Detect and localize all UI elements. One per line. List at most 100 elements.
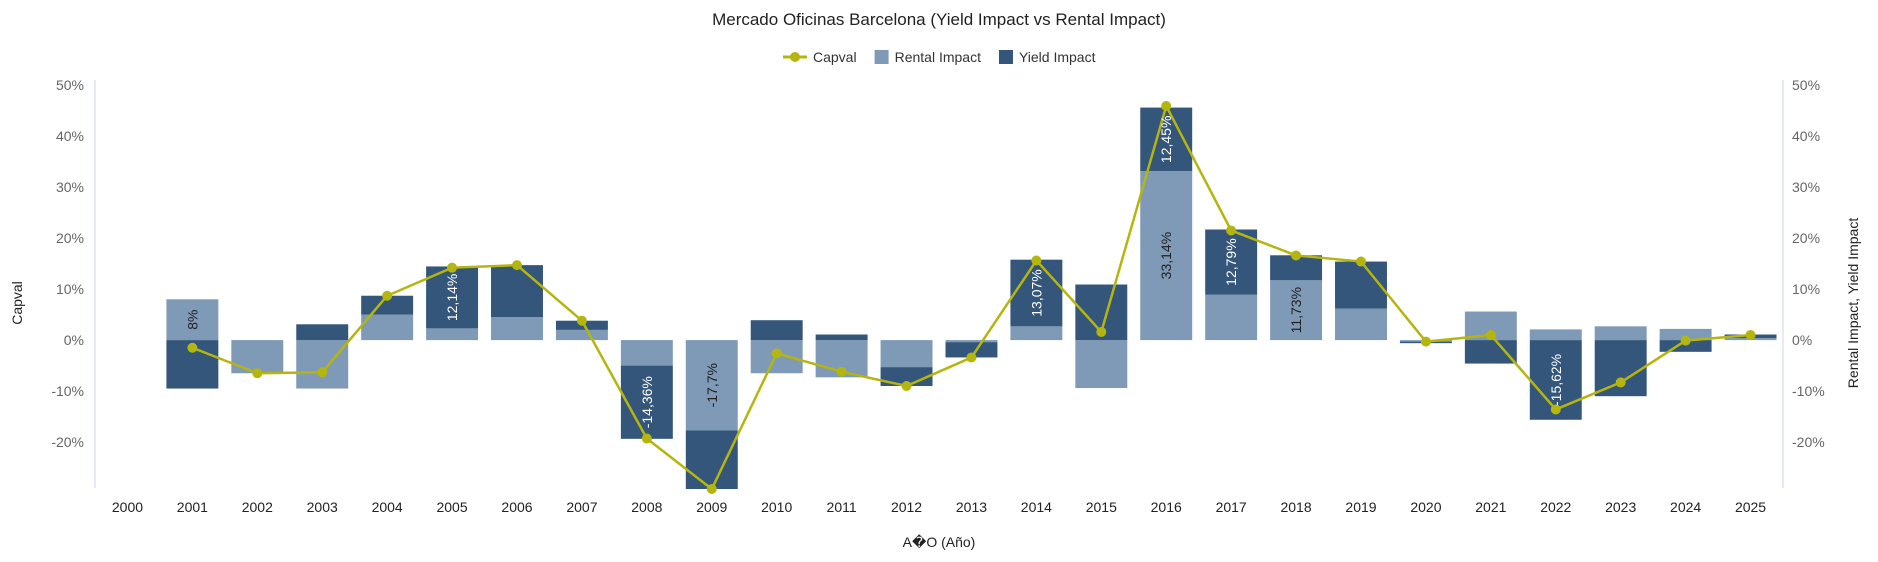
- bar-yield-impact[interactable]: [685, 430, 738, 490]
- bar-rental-impact[interactable]: [491, 317, 543, 341]
- bar-yield-impact[interactable]: [296, 324, 349, 341]
- legend: Capval Rental Impact Yield Impact: [783, 49, 1096, 65]
- bar-yield-impact[interactable]: [945, 342, 998, 358]
- data-label: 11,73%: [1288, 287, 1304, 333]
- capval-point[interactable]: [252, 368, 263, 379]
- bar-rental-impact[interactable]: [1140, 171, 1193, 341]
- capval-point[interactable]: [1745, 330, 1756, 340]
- x-tick-label: 2012: [891, 499, 922, 515]
- y-tick-right: -20%: [1792, 434, 1825, 450]
- bar-rental-impact[interactable]: [620, 340, 673, 366]
- capval-point[interactable]: [836, 366, 847, 377]
- capval-point[interactable]: [1096, 326, 1107, 337]
- data-label: -17,7%: [704, 363, 720, 407]
- y-tick-right: 0%: [1792, 332, 1812, 348]
- bar-yield-impact[interactable]: [1464, 340, 1517, 364]
- capval-point[interactable]: [1356, 256, 1366, 267]
- bar-yield-impact[interactable]: [815, 334, 868, 341]
- bar-yield-impact[interactable]: [750, 320, 803, 341]
- y-tick-right: 10%: [1792, 281, 1820, 297]
- x-tick-label: 2010: [761, 499, 792, 515]
- x-tick-label: 2014: [1021, 499, 1052, 515]
- x-tick-label: 2024: [1670, 499, 1701, 515]
- x-tick-label: 2007: [566, 499, 597, 515]
- capval-point[interactable]: [771, 348, 782, 359]
- capval-point[interactable]: [1550, 404, 1561, 415]
- bar-yield-impact[interactable]: [1659, 340, 1712, 352]
- capval-point[interactable]: [1226, 225, 1237, 236]
- capval-point[interactable]: [447, 262, 458, 273]
- legend-swatch: [874, 50, 889, 64]
- x-tick-label: 2009: [696, 499, 727, 515]
- legend-item-label[interactable]: Capval: [813, 49, 857, 65]
- x-tick-label: 2008: [631, 499, 662, 515]
- bar-rental-impact[interactable]: [1205, 294, 1258, 341]
- capval-point[interactable]: [382, 290, 393, 301]
- bar-rental-impact[interactable]: [555, 329, 608, 341]
- x-tick-label: 2015: [1086, 499, 1117, 515]
- capval-point[interactable]: [1031, 255, 1042, 266]
- bar-rental-impact[interactable]: [361, 314, 414, 341]
- data-labels-layer: 8% 12,14% -14,36% -17,7% 13,07% 33,14% 12,45% 1…: [184, 116, 1563, 429]
- data-label: 13,07%: [1028, 269, 1044, 316]
- bar-rental-impact[interactable]: [1075, 340, 1128, 389]
- capval-point[interactable]: [901, 381, 912, 391]
- bar-rental-impact[interactable]: [296, 340, 349, 389]
- capval-point[interactable]: [706, 484, 717, 495]
- bar-yield-impact[interactable]: [1335, 261, 1387, 309]
- chart-title: Mercado Oficinas Barcelona (Yield Impact…: [712, 10, 1166, 29]
- y-tick-left: 50%: [56, 77, 84, 93]
- bar-rental-impact[interactable]: [1270, 280, 1323, 341]
- capval-point[interactable]: [512, 260, 522, 271]
- capval-point[interactable]: [576, 315, 587, 326]
- bar-rental-impact[interactable]: [426, 328, 479, 341]
- bar-rental-impact[interactable]: [166, 299, 219, 341]
- bar-yield-impact[interactable]: [1594, 340, 1647, 397]
- bar-rental-impact[interactable]: [945, 340, 998, 343]
- bar-rental-impact[interactable]: [685, 340, 738, 431]
- x-tick-label: 2003: [307, 499, 338, 515]
- capval-point[interactable]: [641, 433, 652, 444]
- capval-point[interactable]: [1291, 250, 1302, 261]
- capval-line-layer: [187, 101, 1756, 495]
- x-axis-title: A�O (Año): [903, 534, 976, 550]
- x-tick-label: 2001: [177, 499, 208, 515]
- bars-layer: [166, 107, 1777, 490]
- bar-yield-impact[interactable]: [620, 365, 673, 439]
- capval-point[interactable]: [1485, 330, 1496, 340]
- capval-point[interactable]: [1615, 377, 1626, 388]
- capval-point[interactable]: [1161, 101, 1172, 112]
- bar-yield-impact[interactable]: [1205, 229, 1258, 295]
- y-tick-right: 20%: [1792, 230, 1820, 246]
- x-tick-label: 2021: [1475, 499, 1506, 515]
- y-axis-right-title: Rental Impact, Yield Impact: [1845, 218, 1861, 389]
- y-tick-left: -10%: [51, 383, 84, 399]
- bar-rental-impact[interactable]: [880, 340, 933, 368]
- bar-rental-impact[interactable]: [1529, 329, 1582, 341]
- data-label: 33,14%: [1158, 232, 1174, 279]
- legend-item-label[interactable]: Yield Impact: [1019, 49, 1096, 65]
- bar-rental-impact[interactable]: [1659, 328, 1712, 341]
- capval-point[interactable]: [317, 367, 328, 378]
- bar-rental-impact[interactable]: [1335, 308, 1387, 341]
- bar-yield-impact[interactable]: [1010, 259, 1063, 327]
- x-tick-label: 2025: [1735, 499, 1766, 515]
- bar-yield-impact[interactable]: [426, 266, 479, 329]
- y-tick-left: 10%: [56, 281, 84, 297]
- capval-point[interactable]: [1680, 335, 1691, 346]
- legend-item-label[interactable]: Rental Impact: [895, 49, 981, 65]
- capval-point[interactable]: [966, 352, 977, 363]
- bar-rental-impact[interactable]: [1010, 326, 1063, 341]
- x-tick-label: 2011: [827, 499, 857, 515]
- x-tick-label: 2017: [1216, 499, 1247, 515]
- y-tick-right: 40%: [1792, 128, 1820, 144]
- x-tick-label: 2022: [1540, 499, 1571, 515]
- y-tick-left: 0%: [64, 332, 84, 348]
- capval-point[interactable]: [187, 342, 198, 353]
- data-label: 12,14%: [444, 274, 460, 321]
- bar-rental-impact[interactable]: [1594, 326, 1647, 341]
- capval-point[interactable]: [1420, 336, 1431, 347]
- x-tick-label: 2023: [1605, 499, 1636, 515]
- bar-yield-impact[interactable]: [491, 265, 543, 318]
